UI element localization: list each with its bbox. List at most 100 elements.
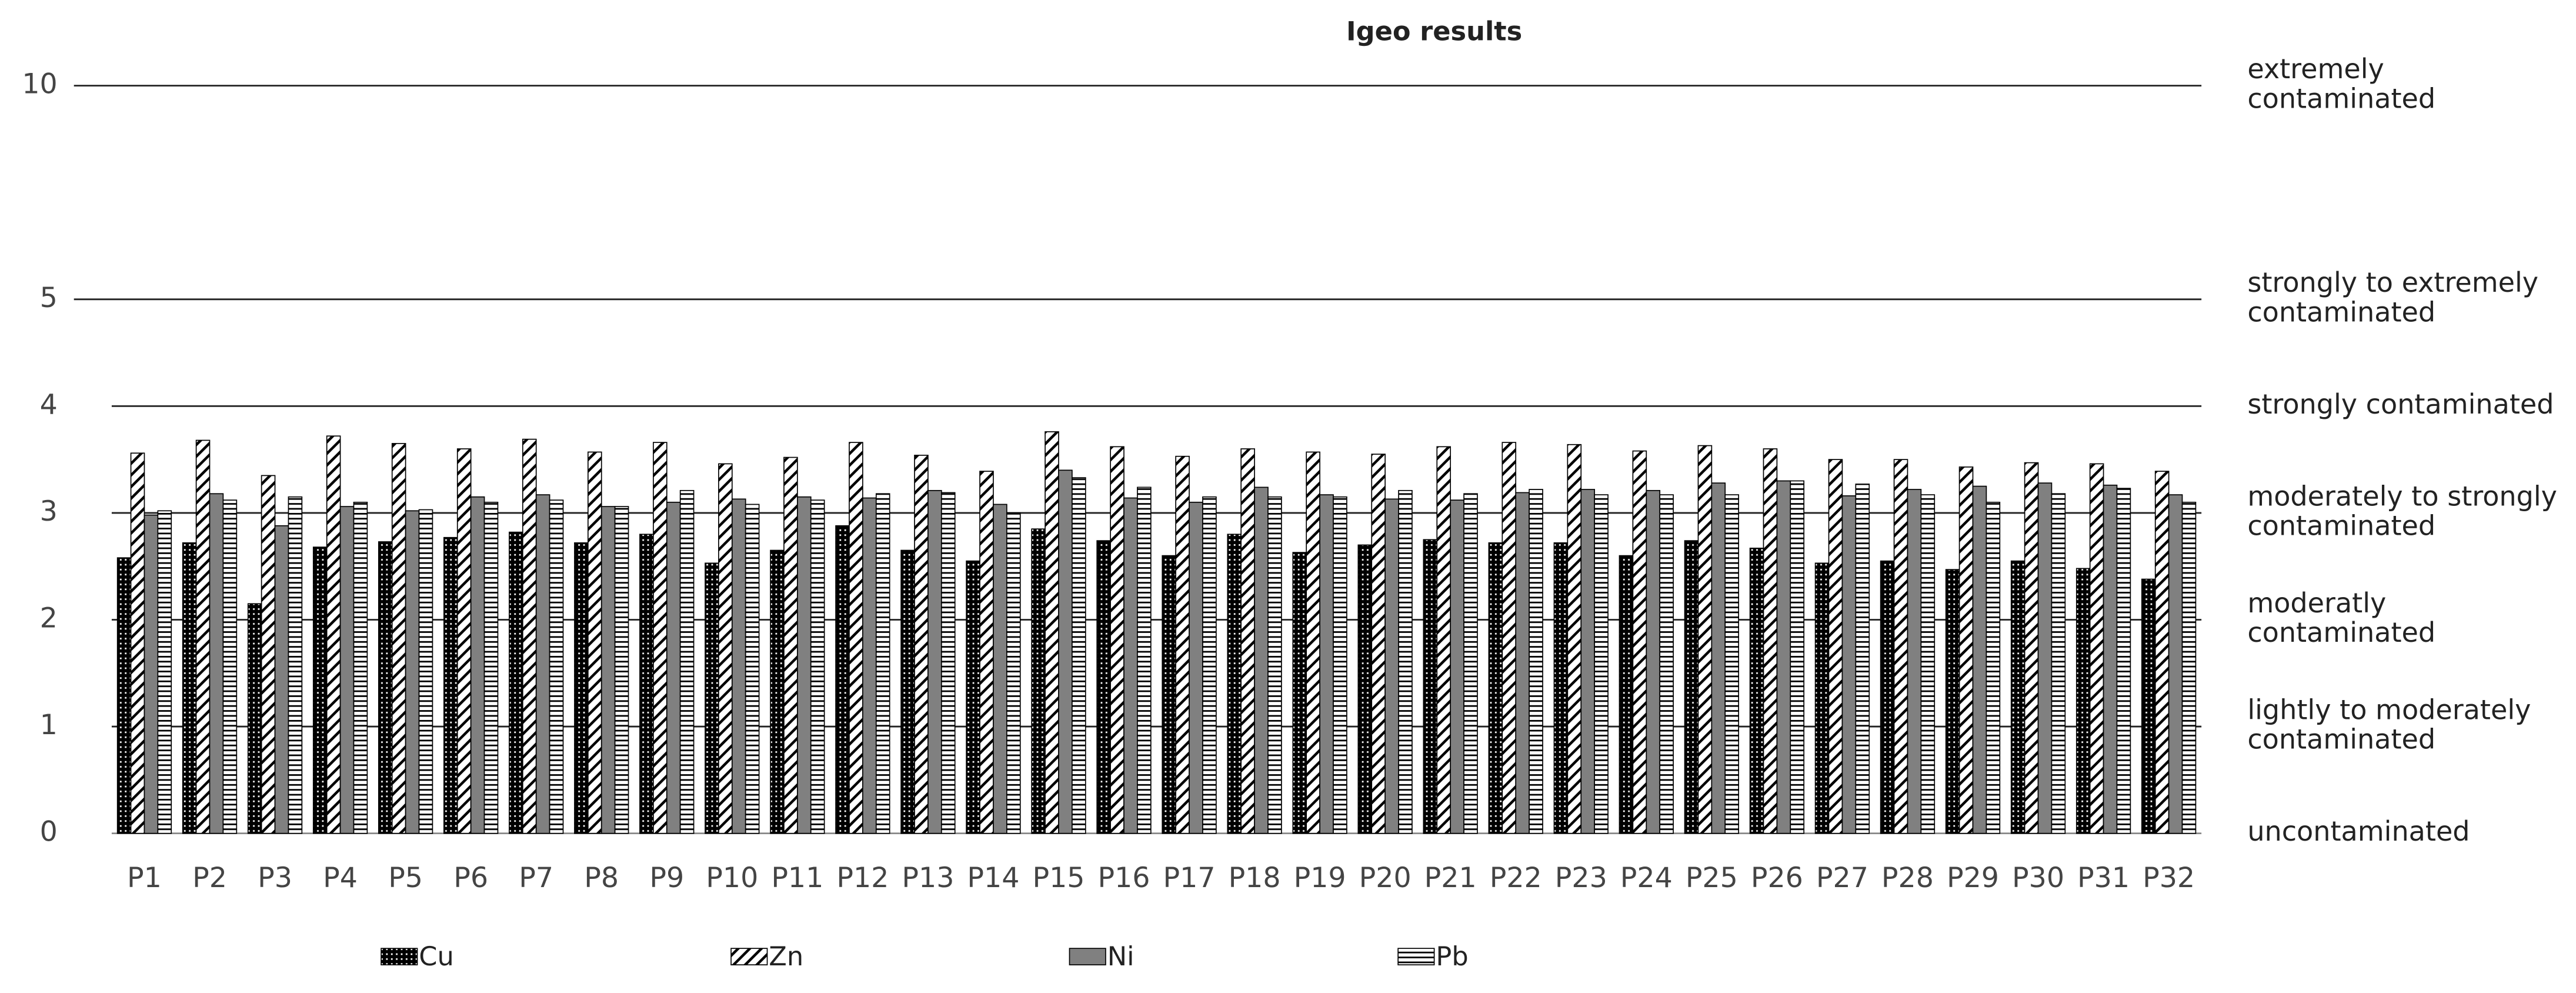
x-tick-label: P13: [902, 862, 954, 894]
bar: [339, 506, 355, 834]
bar: [247, 603, 262, 834]
bar: [2037, 482, 2053, 834]
x-tick-label: P18: [1229, 862, 1281, 894]
bar: [2051, 493, 2066, 834]
x-tick-label: P1: [127, 862, 162, 894]
x-tick-label: P30: [2012, 862, 2064, 894]
bar: [1958, 466, 1974, 834]
bar: [195, 439, 211, 834]
bar: [900, 549, 915, 834]
bar: [1072, 477, 1086, 834]
bar: [1267, 496, 1282, 834]
x-tick-label: P20: [1359, 862, 1412, 894]
bar: [2154, 471, 2170, 834]
bar: [1841, 495, 1857, 834]
bar: [1096, 540, 1111, 834]
x-tick-label: P29: [1947, 862, 1999, 894]
bar: [1632, 450, 1647, 834]
bar: [1202, 496, 1217, 834]
bar: [679, 489, 695, 834]
bar: [810, 499, 825, 834]
bar: [1986, 501, 2001, 834]
bar: [614, 506, 629, 834]
x-tick-label: P31: [2077, 862, 2130, 894]
bar: [796, 496, 812, 834]
bar: [405, 510, 420, 834]
bar: [1580, 489, 1596, 834]
bar: [1384, 498, 1399, 834]
bar: [1619, 555, 1634, 834]
bar: [2010, 560, 2026, 834]
bar: [1907, 489, 1922, 834]
bar: [639, 534, 654, 834]
x-tick-label: P12: [836, 862, 889, 894]
bar: [353, 501, 368, 834]
zone-label: contaminated: [2247, 617, 2435, 648]
x-tick-label: P7: [519, 862, 553, 894]
bar: [312, 547, 328, 834]
bar: [1594, 494, 1609, 834]
bar: [209, 493, 224, 834]
zone-label: contaminated: [2247, 724, 2435, 755]
bar: [2181, 501, 2197, 834]
bar: [1423, 539, 1438, 834]
legend-label: Ni: [1107, 941, 1134, 972]
bar: [1333, 496, 1347, 834]
x-tick-label: P4: [323, 862, 358, 894]
bar: [1529, 489, 1543, 834]
bar: [927, 489, 942, 834]
x-tick-label: P22: [1490, 862, 1542, 894]
bar: [1945, 569, 1960, 834]
y-tick-label: 5: [40, 282, 58, 314]
x-tick-label: P28: [1881, 862, 1934, 894]
bar: [2103, 484, 2118, 834]
bar: [849, 442, 863, 834]
bar: [2116, 488, 2131, 834]
bar: [274, 525, 289, 834]
x-tick-label: P8: [584, 862, 619, 894]
x-tick-label: P9: [649, 862, 684, 894]
bar: [1227, 534, 1242, 834]
y-tick-label: 0: [40, 816, 58, 848]
x-tick-label: P27: [1816, 862, 1868, 894]
bar: [1306, 451, 1320, 834]
bar: [2141, 578, 2156, 834]
zone-label: extremely: [2247, 53, 2384, 85]
legend-swatch: [1069, 948, 1106, 965]
bar: [470, 496, 485, 834]
zone-label: uncontaminated: [2247, 815, 2470, 847]
bar: [1553, 542, 1569, 834]
bar: [783, 456, 798, 834]
x-tick-label: P10: [706, 862, 758, 894]
zone-label: lightly to moderately: [2247, 694, 2531, 725]
bar: [1357, 544, 1373, 834]
bar: [705, 562, 719, 834]
bar: [1972, 485, 1987, 834]
legend-label: Zn: [769, 941, 803, 972]
y-tick-label: 1: [40, 709, 58, 741]
bar: [1110, 446, 1125, 834]
bar: [1501, 442, 1517, 834]
x-tick-label: P21: [1424, 862, 1477, 894]
bar: [1031, 528, 1046, 834]
bar: [157, 510, 172, 834]
bar: [535, 494, 550, 834]
legend-swatch: [381, 948, 418, 965]
bar: [993, 504, 1007, 834]
bar: [770, 549, 785, 834]
bar: [1790, 480, 1805, 834]
bar: [182, 542, 197, 834]
zone-label: strongly to extremely: [2247, 266, 2538, 298]
bar: [1684, 540, 1699, 834]
bar: [1893, 459, 1908, 834]
bar: [1880, 560, 1895, 834]
bar: [2024, 462, 2039, 834]
bar: [1646, 489, 1661, 834]
bar: [509, 531, 523, 834]
bar: [1436, 446, 1451, 834]
bar: [2076, 568, 2091, 834]
bar: [653, 442, 668, 834]
bar: [1724, 494, 1739, 834]
bar: [549, 499, 564, 834]
